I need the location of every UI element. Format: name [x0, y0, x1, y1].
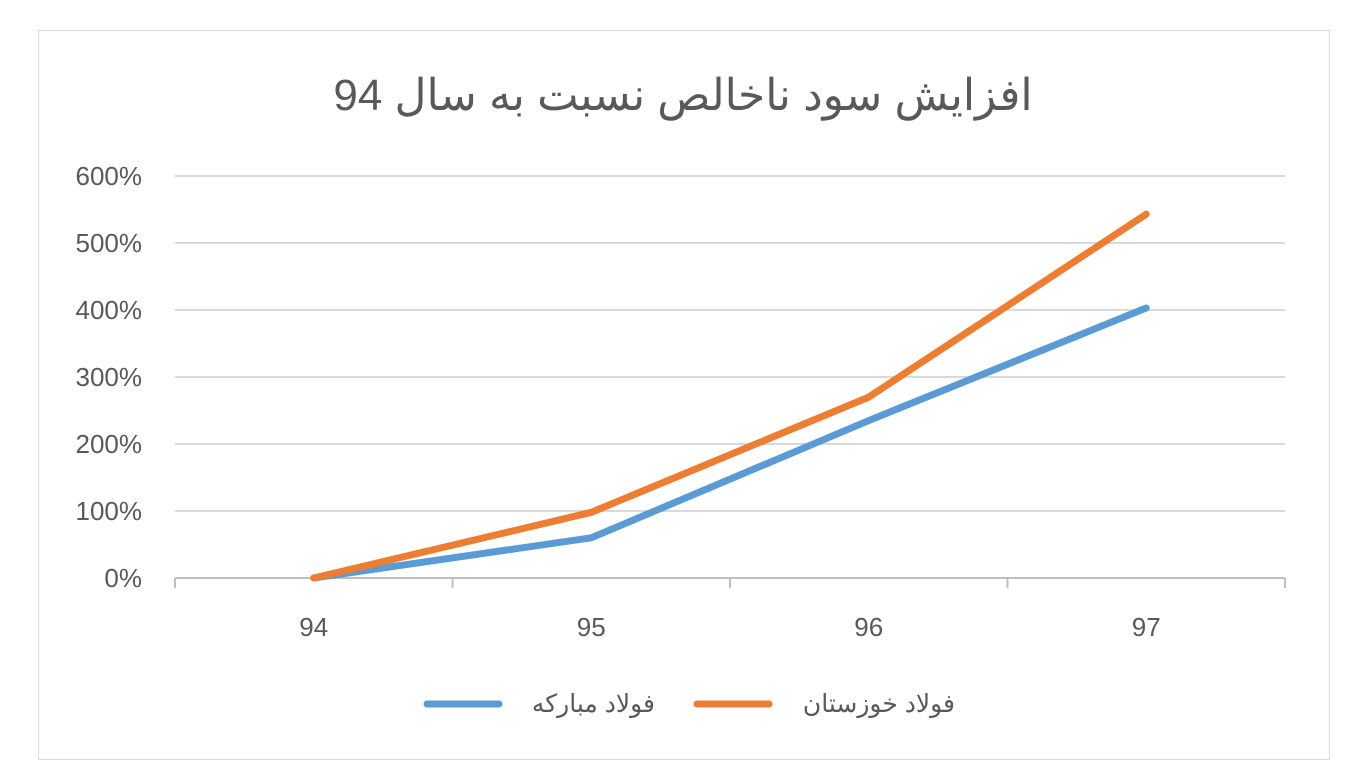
y-axis-ticks: 0% 100% 200% 300% 400% 500% 600%	[76, 161, 143, 593]
series-line-1	[310, 210, 1150, 582]
y-tick-label: 600%	[76, 161, 143, 191]
x-tick-label: 96	[854, 612, 883, 642]
legend: فولاد مبارکه فولاد خوزستان	[423, 690, 955, 719]
x-tick-label: 97	[1132, 612, 1161, 642]
gridlines	[175, 175, 1285, 512]
chart-frame	[38, 30, 1330, 760]
x-axis	[174, 577, 1286, 588]
series-lines	[310, 210, 1150, 582]
y-tick-label: 200%	[76, 429, 143, 459]
y-tick-label: 500%	[76, 228, 143, 258]
x-axis-ticks: 94 95 96 97	[299, 612, 1160, 642]
x-tick-label: 95	[577, 612, 606, 642]
y-tick-label: 100%	[76, 496, 143, 526]
legend-label-0: فولاد مبارکه	[532, 690, 655, 719]
series-line-0	[310, 304, 1150, 582]
legend-label-1: فولاد خوزستان	[803, 690, 955, 719]
y-tick-label: 0%	[104, 563, 142, 593]
x-tick-label: 94	[299, 612, 328, 642]
chart-title: افزایش سود ناخالص نسبت به سال 94	[333, 71, 1032, 121]
y-tick-label: 400%	[76, 295, 143, 325]
y-tick-label: 300%	[76, 362, 143, 392]
